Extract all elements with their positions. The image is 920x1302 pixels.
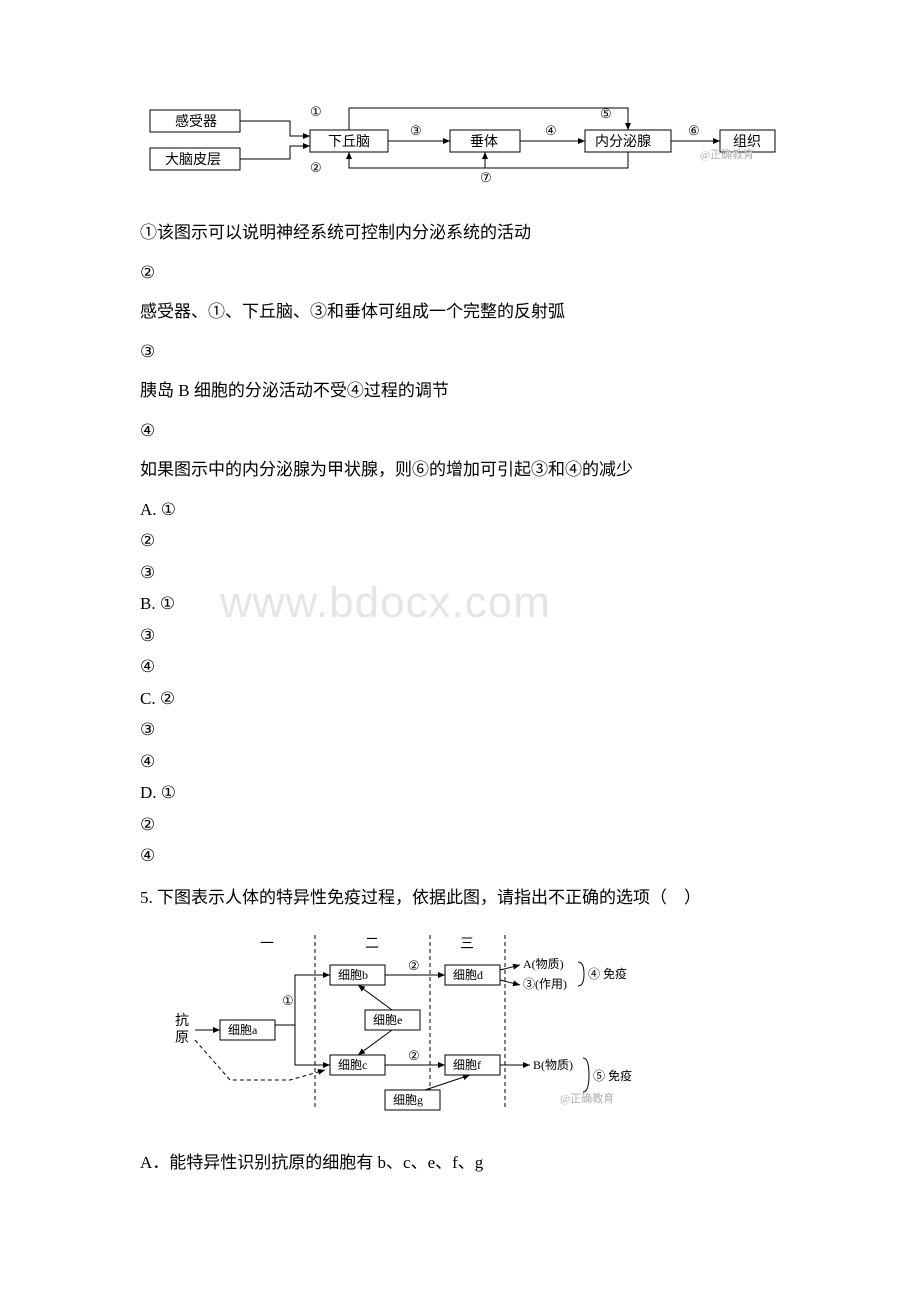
diagram-neural-endocrine: 感受器 大脑皮层 下丘脑 垂体 内分泌腺 组织 ① ② ③ ④ (140, 100, 780, 190)
statement-2-text: 感受器、①、下丘脑、③和垂体可组成一个完整的反射弧 (140, 299, 780, 325)
dia2-A: A(物质) (523, 957, 564, 971)
option-b-1: B. ① (140, 591, 780, 617)
diagram2-watermark: @正确教育 (560, 1091, 614, 1105)
statement-3-text: 胰岛 B 细胞的分泌活动不受④过程的调节 (140, 378, 780, 404)
statement-2-num: ② (140, 260, 780, 286)
statement-3-num: ③ (140, 339, 780, 365)
cell-e-label: 细胞e (373, 1013, 402, 1027)
dia2-h2: 二 (365, 937, 379, 952)
cell-g-label: 细胞g (393, 1093, 423, 1107)
dia2-n2b: ② (408, 1048, 420, 1063)
cell-a-label: 细胞a (228, 1023, 258, 1037)
dia2-n1: ① (282, 993, 294, 1008)
label-1: ① (310, 104, 322, 119)
dia2-h1: 一 (260, 937, 274, 952)
antigen-label-2: 原 (175, 1031, 189, 1046)
q5-option-a: A．能特异性识别抗原的细胞有 b、c、e、f、g (140, 1150, 780, 1176)
diagram-immune: 一 二 三 抗 原 细胞a 细胞b 细胞c 细胞d 细胞e 细胞f (170, 930, 780, 1120)
question-5-stem: 5. 下图表示人体的特异性免疫过程，依据此图，请指出不正确的选项（ ） (140, 885, 780, 911)
option-d-2: ② (140, 812, 780, 838)
dia2-n4: ④ 免疫 (588, 966, 627, 981)
dia2-B: B(物质) (533, 1058, 573, 1072)
cell-f-label: 细胞f (453, 1058, 481, 1072)
cell-b-label: 细胞b (338, 968, 368, 982)
option-a-1: A. ① (140, 497, 780, 523)
box-cortex-label: 大脑皮层 (165, 152, 221, 168)
page-content: 感受器 大脑皮层 下丘脑 垂体 内分泌腺 组织 ① ② ③ ④ (0, 0, 920, 1250)
statement-4-num: ④ (140, 418, 780, 444)
statement-4-text: 如果图示中的内分泌腺为甲状腺，则⑥的增加可引起③和④的减少 (140, 457, 780, 483)
label-5: ⑤ (600, 106, 612, 121)
antigen-label-1: 抗 (175, 1013, 189, 1029)
cell-c-label: 细胞c (338, 1058, 367, 1072)
option-a-2: ② (140, 528, 780, 554)
box-tissue-label: 组织 (733, 134, 761, 150)
cell-d-label: 细胞d (453, 968, 483, 982)
box-receptor-label: 感受器 (175, 113, 217, 130)
option-c-1: C. ② (140, 686, 780, 712)
label-7: ⑦ (480, 170, 492, 185)
diagram1-watermark: @正确教育 (700, 147, 754, 161)
dia2-n5: ⑤ 免疫 (593, 1068, 632, 1083)
label-4: ④ (545, 123, 557, 138)
dia2-h3: 三 (460, 937, 474, 952)
option-c-3: ④ (140, 749, 780, 775)
option-d-3: ④ (140, 843, 780, 869)
box-endocrine-label: 内分泌腺 (595, 134, 651, 150)
label-6: ⑥ (688, 123, 700, 138)
option-c-2: ③ (140, 717, 780, 743)
dia2-n2a: ② (408, 958, 420, 973)
dia2-n3: ③(作用) (523, 977, 567, 991)
option-b-3: ④ (140, 654, 780, 680)
label-3: ③ (410, 123, 422, 138)
label-2: ② (310, 160, 322, 175)
option-d-1: D. ① (140, 780, 780, 806)
statement-1: ①该图示可以说明神经系统可控制内分泌系统的活动 (140, 220, 780, 246)
box-hypothalamus-label: 下丘脑 (328, 134, 370, 150)
option-b-2: ③ (140, 623, 780, 649)
box-pituitary-label: 垂体 (470, 134, 498, 150)
option-a-3: ③ (140, 560, 780, 586)
